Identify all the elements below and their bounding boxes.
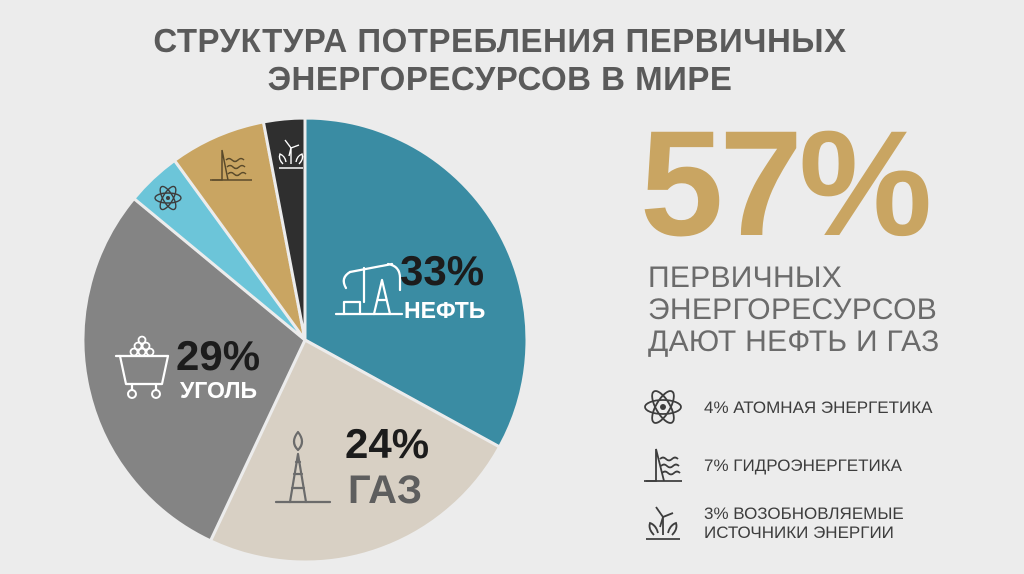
pie-label-gas-name: ГАЗ (348, 468, 422, 512)
legend-item-renewable: 3% ВОЗОБНОВЛЯЕМЫЕ ИСТОЧНИКИ ЭНЕРГИИ (640, 501, 933, 545)
pie-atom-icon (154, 185, 182, 211)
pie-slice-gas (208, 337, 502, 564)
pie-hydro-icon (210, 149, 252, 181)
pie-renewable-icon (278, 139, 304, 169)
oil-pump-icon (334, 262, 404, 316)
coal-cart-icon (114, 335, 170, 399)
pie-label-gas-pct: 24% (345, 420, 429, 467)
legend-text-renewable-line2: ИСТОЧНИКИ ЭНЕРГИИ (704, 523, 894, 542)
highlight-caption-line2: ЭНЕРГОРЕСУРСОВ (648, 293, 938, 326)
chart-title-line1: СТРУКТУРА ПОТРЕБЛЕНИЯ ПЕРВИЧНЫХ (153, 22, 847, 59)
highlight-percent: 57% (640, 99, 932, 267)
hydro-dam-icon (644, 448, 682, 482)
chart-title-line2: ЭНЕРГОРЕСУРСОВ В МИРЕ (267, 60, 733, 97)
highlight-caption: ПЕРВИЧНЫХ ЭНЕРГОРЕСУРСОВ ДАЮТ НЕФТЬ И ГА… (648, 262, 939, 358)
highlight-caption-line1: ПЕРВИЧНЫХ (648, 261, 843, 294)
pie-slice-oil (303, 116, 529, 449)
legend-text-renewable-line1: 3% ВОЗОБНОВЛЯЕМЫЕ (704, 504, 904, 523)
pie-label-coal-pct: 29% (176, 332, 260, 379)
legend: 4% АТОМНАЯ ЭНЕРГЕТИКА 7% ГИДРОЭНЕРГЕТИКА (640, 385, 933, 559)
pie-slice-coal (81, 196, 307, 543)
renewable-turbine-icon (646, 506, 680, 540)
legend-text-hydro: 7% ГИДРОЭНЕРГЕТИКА (704, 456, 902, 475)
pie-label-oil-name: НЕФТЬ (404, 297, 485, 323)
atom-icon (644, 390, 682, 424)
pie-slice-renewable (261, 116, 307, 341)
legend-text-renewable: 3% ВОЗОБНОВЛЯЕМЫЕ ИСТОЧНИКИ ЭНЕРГИИ (704, 504, 904, 542)
pie-chart: 33% НЕФТЬ 24%ГАЗ 29%УГОЛЬ (81, 116, 529, 564)
highlight-caption-line3: ДАЮТ НЕФТЬ И ГАЗ (648, 325, 940, 358)
legend-item-nuclear: 4% АТОМНАЯ ЭНЕРГЕТИКА (640, 385, 933, 429)
legend-item-hydro: 7% ГИДРОЭНЕРГЕТИКА (640, 443, 933, 487)
pie-label-oil-pct: 33% (400, 247, 484, 294)
legend-text-nuclear: 4% АТОМНАЯ ЭНЕРГЕТИКА (704, 398, 933, 417)
chart-title: СТРУКТУРА ПОТРЕБЛЕНИЯ ПЕРВИЧНЫХ ЭНЕРГОРЕ… (0, 22, 1000, 98)
legend-text-nuclear-line1: 4% АТОМНАЯ ЭНЕРГЕТИКА (704, 397, 933, 417)
legend-text-hydro-line1: 7% ГИДРОЭНЕРГЕТИКА (704, 455, 902, 475)
gas-rig-icon (274, 430, 332, 504)
pie-label-coal-name: УГОЛЬ (180, 377, 257, 403)
